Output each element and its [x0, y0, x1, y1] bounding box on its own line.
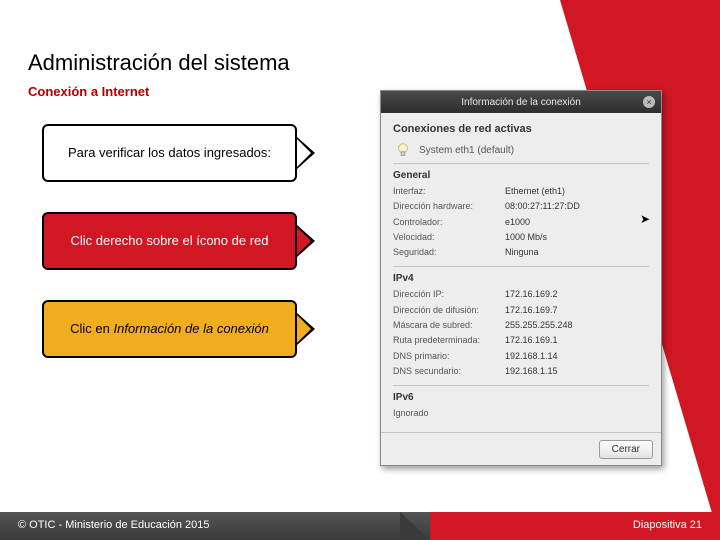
system-iface-line: System eth1 (default): [393, 139, 649, 164]
page-title: Administración del sistema: [28, 50, 290, 76]
lab-interface: Interfaz:: [393, 184, 505, 199]
section-ipv6: IPv6: [393, 385, 649, 403]
connection-info-window: Información de la conexión × Conexiones …: [380, 90, 662, 466]
active-connections-heading: Conexiones de red activas: [393, 123, 649, 135]
lightbulb-icon: [393, 141, 413, 159]
section-general: General: [393, 170, 649, 181]
footer-bar: © OTIC - Ministerio de Educación 2015 Di…: [0, 512, 720, 540]
page-subtitle: Conexión a Internet: [28, 84, 149, 99]
val-security: Ninguna: [505, 245, 539, 260]
val-dns2: 192.168.1.15: [505, 364, 558, 379]
window-titlebar[interactable]: Información de la conexión ×: [381, 91, 661, 113]
lab-dns1: DNS primario:: [393, 349, 505, 364]
close-button[interactable]: Cerrar: [599, 440, 653, 459]
lab-bcast: Dirección de difusión:: [393, 303, 505, 318]
val-mask: 255.255.255.248: [505, 318, 573, 333]
callout-rightclick-text: Clic derecho sobre el ícono de red: [42, 212, 297, 270]
callout-infoconn-text: Clic en Información de la conexión: [42, 300, 297, 358]
callout-rightclick: Clic derecho sobre el ícono de red: [42, 212, 297, 270]
callout-infoconn: Clic en Información de la conexión: [42, 300, 297, 358]
lab-dns2: DNS secundario:: [393, 364, 505, 379]
val-gw: 172.16.169.1: [505, 333, 558, 348]
val-bcast: 172.16.169.7: [505, 303, 558, 318]
lab-ip: Dirección IP:: [393, 287, 505, 302]
lab-mask: Máscara de subred:: [393, 318, 505, 333]
lab-hwaddr: Dirección hardware:: [393, 199, 505, 214]
callout-verify-text: Para verificar los datos ingresados:: [42, 124, 297, 182]
val-driver: e1000: [505, 215, 530, 230]
val-ip: 172.16.169.2: [505, 287, 558, 302]
lab-security: Seguridad:: [393, 245, 505, 260]
val-speed: 1000 Mb/s: [505, 230, 547, 245]
footer-copyright: © OTIC - Ministerio de Educación 2015: [18, 519, 210, 531]
footer-slide-number: Diapositiva 21: [633, 519, 702, 531]
val-hwaddr: 08:00:27:11:27:DD: [505, 199, 580, 214]
val-dns1: 192.168.1.14: [505, 349, 558, 364]
lab-gw: Ruta predeterminada:: [393, 333, 505, 348]
lab-driver: Controlador:: [393, 215, 505, 230]
window-title: Información de la conexión: [399, 97, 643, 108]
close-icon[interactable]: ×: [643, 96, 655, 108]
lab-speed: Velocidad:: [393, 230, 505, 245]
val-interface: Ethernet (eth1): [505, 184, 565, 199]
callout-verify: Para verificar los datos ingresados:: [42, 124, 297, 182]
ipv6-ignored: Ignorado: [393, 406, 649, 424]
section-ipv4: IPv4: [393, 266, 649, 284]
